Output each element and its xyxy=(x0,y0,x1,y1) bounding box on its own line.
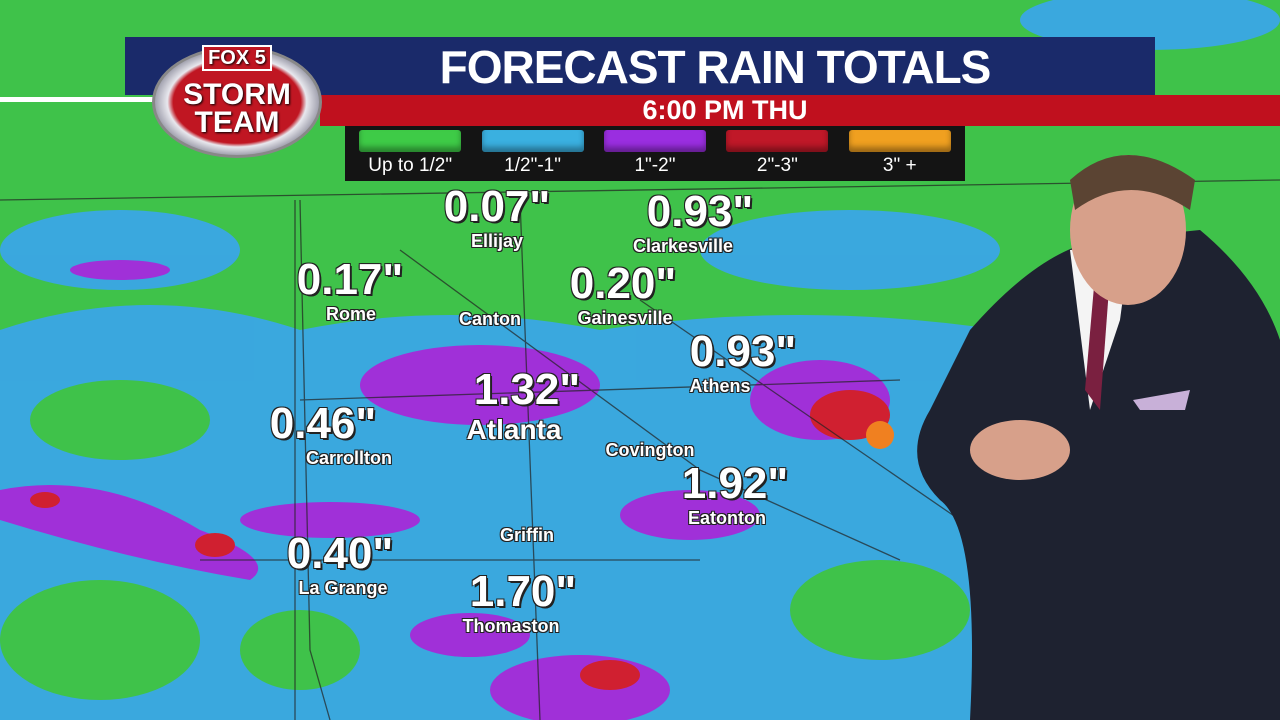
rain-total-value: 0.20" xyxy=(569,259,677,308)
city-label: Athens xyxy=(689,376,751,396)
city-label: Ellijay xyxy=(470,231,524,251)
legend-label: Up to 1/2" xyxy=(368,155,453,176)
legend-item: 1"-2" xyxy=(600,130,710,181)
rain-total-value: 0.07" xyxy=(443,182,551,231)
city-label: Eatonton xyxy=(688,508,766,528)
legend-item: 1/2"-1" xyxy=(478,130,588,181)
header-accent-line xyxy=(0,97,160,102)
city-label: Carrollton xyxy=(305,448,393,468)
legend-swatch xyxy=(481,130,584,152)
logo-fox5: FOX 5 xyxy=(202,45,272,71)
rain-total-value: 0.93" xyxy=(689,327,797,376)
legend-label: 2"-3" xyxy=(756,155,798,176)
rain-total-value: 0.17" xyxy=(296,255,404,304)
legend-swatch xyxy=(359,130,462,152)
city-label: Griffin xyxy=(500,525,554,545)
legend-label: 1"-2" xyxy=(634,155,676,176)
rain-total-value: 0.93" xyxy=(646,187,754,236)
city-label: Gainesville xyxy=(577,308,673,328)
legend-item: Up to 1/2" xyxy=(355,130,465,181)
city-label: Rome xyxy=(325,304,377,324)
legend-label: 1/2"-1" xyxy=(504,155,561,176)
city-label: La Grange xyxy=(298,578,388,598)
rain-total-value: 0.46" xyxy=(269,399,377,448)
legend-item: 2"-3" xyxy=(722,130,832,181)
rain-total-value: 0.40" xyxy=(286,529,394,578)
legend-label: 3" + xyxy=(882,155,917,176)
presenter xyxy=(917,155,1280,720)
logo-storm-team: STORM TEAM xyxy=(183,78,291,139)
legend-item: 3" + xyxy=(845,130,955,181)
forecast-time: 6:00 PM THU xyxy=(320,95,1280,126)
city-label: Clarkesville xyxy=(632,236,734,256)
legend-swatch xyxy=(603,130,706,152)
city-label: Canton xyxy=(459,309,521,329)
city-label: Covington xyxy=(605,440,695,460)
rain-total-value: 1.70" xyxy=(469,567,577,616)
legend-swatch xyxy=(848,130,951,152)
rain-total-value: 1.32" xyxy=(473,365,581,414)
city-label: Thomaston xyxy=(462,616,560,636)
rain-total-value: 1.92" xyxy=(681,459,789,508)
legend-swatch xyxy=(726,130,829,152)
rain-legend: Up to 1/2" 1/2"-1" 1"-2" 2"-3" 3" + xyxy=(345,126,965,181)
fox5-storm-team-logo: FOX 5 STORM TEAM xyxy=(152,45,322,158)
city-label: Atlanta xyxy=(466,414,562,445)
